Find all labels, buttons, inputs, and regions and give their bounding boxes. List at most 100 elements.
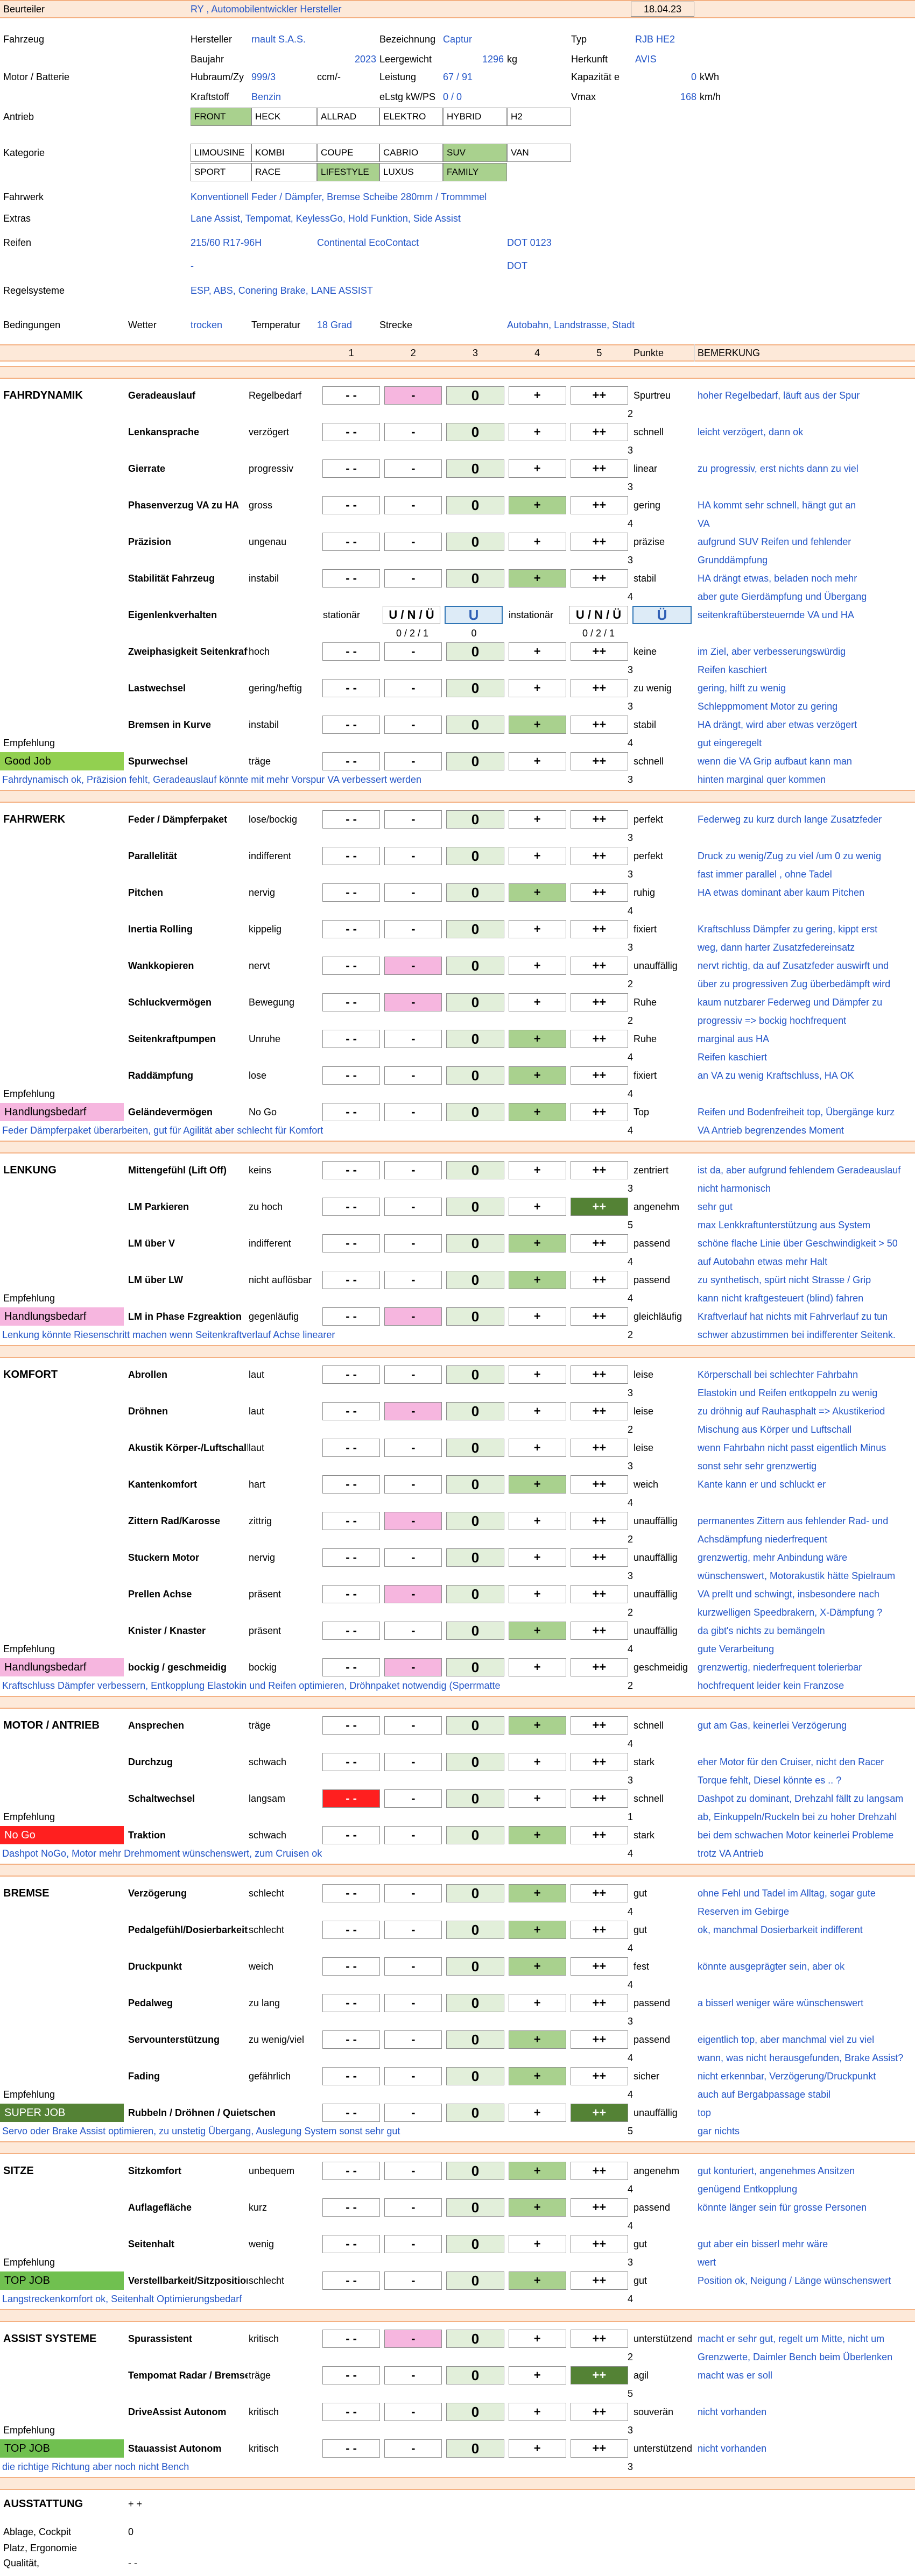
rating-box: - -	[322, 1622, 381, 1640]
remark: ist da, aber aufgrund fehlendem Geradeau…	[698, 1165, 901, 1176]
rating-box: +	[508, 642, 566, 661]
rating-box: -	[384, 2162, 442, 2180]
remark: gut eingeregelt	[698, 738, 762, 748]
equipment-value: - -	[128, 2558, 137, 2568]
field-value: AVIS	[635, 54, 657, 65]
rating-box: -	[384, 459, 442, 478]
high-descriptor: gut	[634, 1888, 647, 1899]
scale-number: 2	[410, 348, 416, 358]
low-descriptor: ungenau	[249, 536, 287, 547]
rating-box: ++	[570, 1548, 628, 1567]
rating-box: - -	[322, 642, 381, 661]
rating-box: 0	[446, 810, 504, 829]
remark: hoher Regelbedarf, läuft aus der Spur	[698, 390, 860, 401]
rating-box: 0	[446, 1716, 504, 1735]
option-box: ELEKTRO	[379, 108, 443, 126]
rating-box: -	[384, 993, 442, 1011]
rating-box: -	[384, 1921, 442, 1939]
score: 3	[627, 1570, 633, 1581]
criterion-name: Parallelität	[128, 851, 178, 861]
recommendation-label: Empfehlung	[3, 1088, 55, 1099]
rating-box: ++	[570, 1789, 628, 1808]
field-value: 18 Grad	[317, 320, 353, 330]
rating-box: 0	[446, 716, 504, 734]
remark: Dashpot zu dominant, Drehzahl fällt zu l…	[698, 1793, 904, 1804]
low-descriptor: weich	[249, 1961, 274, 1972]
scale-number: 4	[534, 348, 540, 358]
criterion-name: Sitzkomfort	[128, 2165, 181, 2176]
remark: macht er sehr gut, regelt um Mitte, nich…	[698, 2333, 885, 2344]
low-descriptor: kritisch	[249, 2333, 279, 2344]
option-box: SUV	[443, 144, 507, 162]
rating-box: - -	[322, 423, 381, 441]
low-descriptor: hart	[249, 1479, 266, 1490]
rating-box: - -	[322, 1103, 381, 1121]
rating-box: 0	[446, 1957, 504, 1976]
evaluator-date: 18.04.23	[631, 2, 694, 17]
option-box: VAN	[507, 144, 571, 162]
rating-box: -	[384, 2403, 442, 2421]
remark: an VA zu wenig Kraftschluss, HA OK	[698, 1070, 854, 1081]
score: 4	[627, 1906, 633, 1917]
rating-box: 0	[446, 1234, 504, 1252]
score: 4	[627, 1644, 633, 1654]
rating-box: ++	[570, 1585, 628, 1603]
remark: HA etwas dominant aber kaum Pitchen	[698, 887, 865, 898]
recommendation-label: Empfehlung	[3, 1644, 55, 1654]
remark: trotz VA Antrieb	[698, 1848, 764, 1859]
high-descriptor: leise	[634, 1406, 654, 1417]
criterion-name: LM in Phase Fzgreaktion	[128, 1311, 242, 1322]
rating-box: -	[384, 1030, 442, 1048]
remark: genügend Entkopplung	[698, 2184, 798, 2195]
rating-box: 0	[446, 2366, 504, 2384]
criterion-name: Pedalgefühl/Dosierbarkeit	[128, 1924, 248, 1935]
high-descriptor: passend	[634, 1998, 671, 2008]
rating-box: - -	[322, 716, 381, 734]
remark: Mischung aus Körper und Luftschall	[698, 1424, 852, 1435]
criterion-name: Raddämpfung	[128, 1070, 193, 1081]
rating-box: ++	[570, 1439, 628, 1457]
rating-box: - -	[322, 1957, 381, 1976]
remark: a bisserl weniger wäre wünschenswert	[698, 1998, 864, 2008]
rating-box: 0	[446, 993, 504, 1011]
criterion-name: Seitenkraftpumpen	[128, 1034, 216, 1044]
row-label: Fahrzeug	[3, 34, 45, 45]
rating-box: +	[508, 847, 566, 865]
stationary-counts: 0 / 2 / 1	[396, 628, 429, 639]
criterion-name: Geländevermögen	[128, 1107, 213, 1117]
criterion-name: Feder / Dämpferpaket	[128, 814, 228, 825]
low-descriptor: kritisch	[249, 2443, 279, 2454]
criterion-name: Prellen Achse	[128, 1589, 192, 1600]
rating-box: +	[508, 810, 566, 829]
rating-box: -	[384, 1753, 442, 1771]
criterion-name: Knister / Knaster	[128, 1625, 206, 1636]
rating-box: ++	[570, 1622, 628, 1640]
equipment-label: Ablage, Cockpit	[3, 2527, 72, 2537]
low-descriptor: Unruhe	[249, 1034, 281, 1044]
remark: hochfrequent leider kein Franzose	[698, 1680, 844, 1691]
stationary-options: U / N / Ü	[383, 606, 440, 624]
option-box: FRONT	[191, 108, 251, 126]
option-box: FAMILY	[443, 163, 507, 181]
low-descriptor: keins	[249, 1165, 272, 1176]
remark: Position ok, Neigung / Länge wünschenswe…	[698, 2275, 891, 2286]
score: 5	[627, 2388, 633, 2399]
remark: Federweg zu kurz durch lange Zusatzfeder	[698, 814, 882, 825]
remark: ohne Fehl und Tadel im Alltag, sogar gut…	[698, 1888, 876, 1899]
equipment-label: Platz, Ergonomie	[3, 2543, 78, 2553]
low-descriptor: progressiv	[249, 463, 294, 474]
rating-box: -	[384, 1103, 442, 1121]
high-descriptor: angenehm	[634, 1201, 680, 1212]
rating-box: 0	[446, 2198, 504, 2217]
low-descriptor: gefährlich	[249, 2071, 291, 2082]
section-name: KOMFORT	[3, 1369, 58, 1381]
rating-box: 0	[446, 1658, 504, 1676]
rating-box: -	[384, 1198, 442, 1216]
section-summary: Fahrdynamisch ok, Präzision fehlt, Gerad…	[2, 774, 422, 785]
field-label: Wetter	[128, 320, 157, 330]
rating-box: -	[384, 2271, 442, 2290]
remark: Kraftverlauf hat nichts mit Fahrverlauf …	[698, 1311, 888, 1322]
remark: Torque fehlt, Diesel könnte es .. ?	[698, 1775, 842, 1786]
low-descriptor: träge	[249, 756, 271, 767]
